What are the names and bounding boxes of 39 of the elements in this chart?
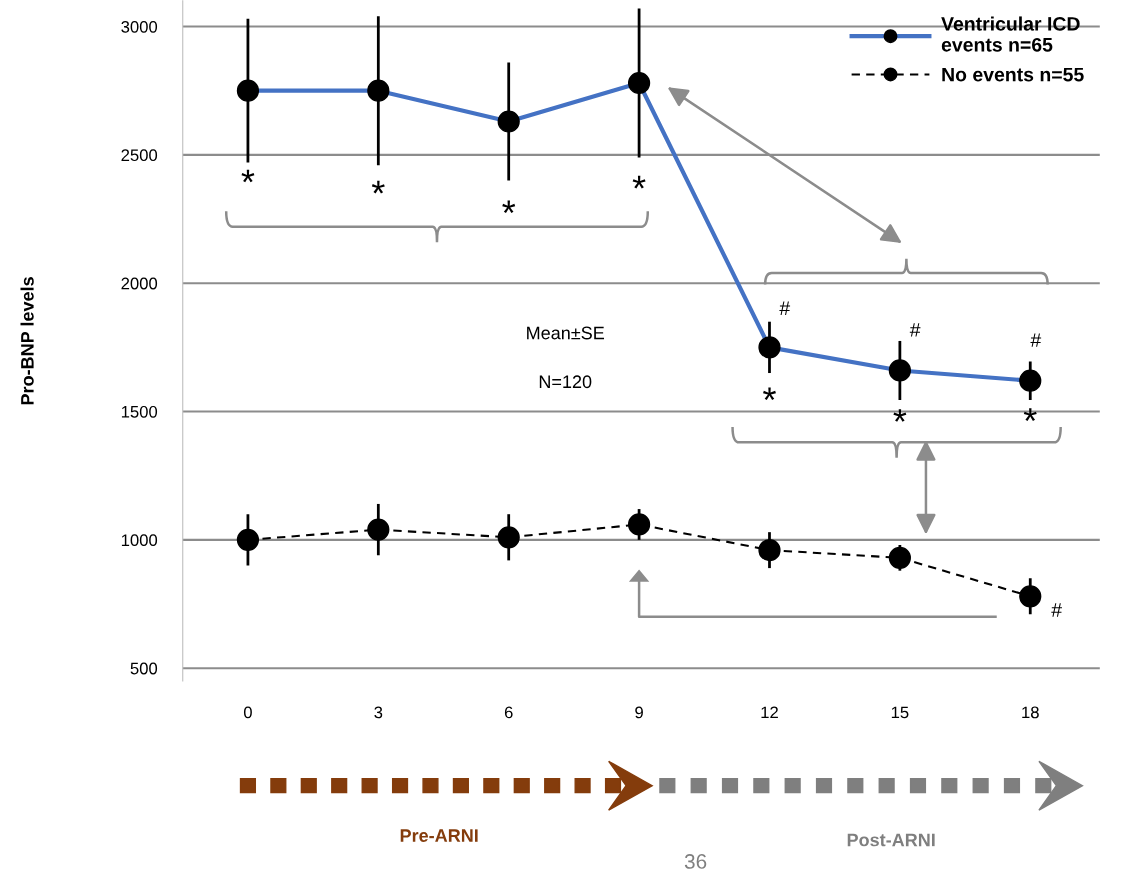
point — [888, 546, 911, 569]
x-tick-label: 6 — [504, 706, 513, 719]
point — [367, 518, 390, 541]
annotation: N=120 — [539, 375, 592, 389]
annotation: # — [909, 323, 921, 337]
point — [758, 539, 781, 562]
legend-label: No events n=55 — [942, 67, 1084, 82]
y-tick-label: 1500 — [121, 405, 158, 418]
point — [627, 513, 651, 536]
annotation: # — [1051, 603, 1062, 617]
y-tick-label: 3000 — [121, 20, 158, 33]
x-tick-label: 18 — [1022, 706, 1039, 719]
y-tick-label: 1000 — [121, 534, 158, 547]
annotation: * — [1023, 408, 1037, 421]
text: 36 — [684, 854, 707, 869]
x-tick-label: 9 — [635, 706, 643, 719]
annotation: # — [779, 301, 791, 315]
y-tick-label: 500 — [130, 662, 158, 675]
text: Pre-ARNI — [400, 829, 478, 842]
point — [1019, 585, 1042, 608]
y-tick-label: 2000 — [121, 277, 158, 290]
x-tick-label: 3 — [374, 706, 383, 719]
x-tick-label: 15 — [891, 706, 909, 719]
annotation: * — [893, 409, 907, 422]
annotation: # — [1030, 333, 1042, 347]
point — [497, 526, 520, 549]
x-tick-label: 0 — [243, 706, 252, 719]
annotation: * — [632, 175, 646, 189]
x-tick-label: 12 — [761, 706, 778, 719]
annotation: * — [763, 387, 776, 401]
legend-label: Ventricular ICD events n=65 — [941, 16, 1080, 52]
y-axis-title: Pro-BNP levels — [20, 277, 34, 405]
point — [236, 528, 260, 551]
annotation: * — [241, 169, 255, 183]
y-tick-label: 2500 — [121, 149, 158, 162]
annotation: * — [502, 200, 516, 214]
annotation: Mean±SE — [527, 326, 605, 340]
annotation: * — [371, 180, 385, 194]
text: Post-ARNI — [847, 833, 935, 847]
